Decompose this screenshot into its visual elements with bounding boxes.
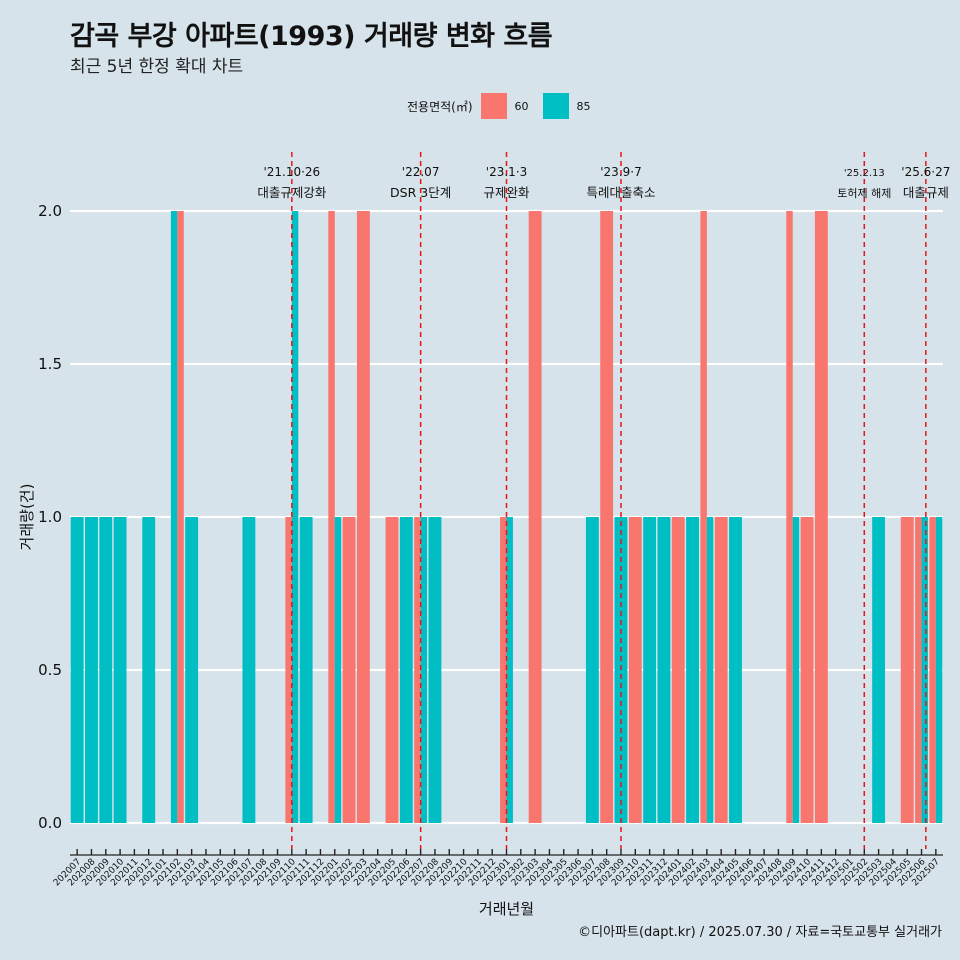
event-date: '25.6·27 <box>901 165 950 179</box>
bar-202111-85 <box>299 517 313 823</box>
bar-202009-85 <box>99 517 113 823</box>
bar-202110-60 <box>285 517 292 823</box>
bar-202103-85 <box>185 517 199 823</box>
bar-202506-85 <box>921 517 928 823</box>
source-caption: ©디아파트(dapt.kr) / 2025.07.30 / 자료=국토교통부 실… <box>578 925 942 940</box>
bar-202411-60 <box>814 211 828 823</box>
legend-label-85: 85 <box>576 99 591 113</box>
bar-202405-85 <box>729 517 742 823</box>
bar-202507-60 <box>929 517 936 823</box>
bar-202008-85 <box>85 517 98 823</box>
bar-202310-60 <box>628 517 642 823</box>
legend-item-60: 60 <box>480 93 537 119</box>
bar-202312-85 <box>657 517 671 823</box>
bar-202007-85 <box>70 517 84 823</box>
legend-swatch-85 <box>542 93 569 119</box>
bar-202206-85 <box>399 517 413 823</box>
y-tick-label: 1.0 <box>38 508 62 526</box>
bar-202409-85 <box>792 517 800 823</box>
event-date: '25.2.13 <box>844 168 885 179</box>
y-tick-label: 1.5 <box>38 355 62 373</box>
chart-subtitle: 최근 5년 한정 확대 차트 <box>70 57 244 77</box>
bar-202205-60 <box>385 517 399 823</box>
bar-202307-85 <box>585 517 599 823</box>
event-label: 대출규제 <box>903 185 949 200</box>
y-tick-label: 0.5 <box>38 661 62 679</box>
bar-202402-85 <box>686 517 699 823</box>
bar-202404-60 <box>714 517 728 823</box>
bar-202107-85 <box>242 517 256 823</box>
event-date: '23.9·7 <box>600 165 641 179</box>
bar-202410-60 <box>800 517 814 823</box>
event-date: '22.07 <box>402 165 440 179</box>
bar-202201-60 <box>328 211 335 823</box>
bar-202208-85 <box>428 517 442 823</box>
bar-202207-85 <box>420 517 428 823</box>
bar-202102-60 <box>177 211 184 823</box>
bar-202110-85 <box>291 211 299 823</box>
event-date: '23.1·3 <box>486 165 527 179</box>
bar-202301-60 <box>500 517 507 823</box>
chart-title: 감곡 부강 아파트(1993) 거래량 변화 흐름 <box>70 21 553 52</box>
y-tick-label: 2.0 <box>38 202 62 220</box>
bar-202012-85 <box>142 517 156 823</box>
bar-202503-85 <box>872 517 886 823</box>
bar-202303-60 <box>528 211 542 823</box>
bar-202505-60 <box>900 517 914 823</box>
bar-202311-85 <box>643 517 657 823</box>
event-label: 대출규제강화 <box>257 185 327 200</box>
event-date: '21.10·26 <box>263 165 320 179</box>
bar-202202-60 <box>342 517 356 823</box>
legend: 전용면적(㎡) 60 85 <box>407 93 605 119</box>
legend-label-60: 60 <box>514 99 529 113</box>
bar-202301-85 <box>506 517 513 823</box>
legend-title: 전용면적(㎡) <box>407 99 473 114</box>
bar-202203-60 <box>356 211 370 823</box>
bar-202201-85 <box>334 517 342 823</box>
bar-202403-60 <box>700 211 707 823</box>
bar-202403-85 <box>706 517 714 823</box>
bar-202010-85 <box>113 517 127 823</box>
y-axis-title: 거래량(건) <box>18 484 36 551</box>
legend-swatch-60 <box>480 93 507 119</box>
bar-202506-60 <box>915 517 922 823</box>
bar-202102-85 <box>170 211 178 823</box>
event-label: 토허제 해제 <box>837 186 891 200</box>
legend-item-85: 85 <box>542 93 599 119</box>
bar-202401-60 <box>671 517 685 823</box>
event-label: 특례대출축소 <box>586 185 655 200</box>
y-tick-label: 0.0 <box>38 814 62 832</box>
bar-202409-60 <box>786 211 793 823</box>
bar-202207-60 <box>414 517 421 823</box>
event-label: 규제완화 <box>483 185 530 200</box>
event-label: DSR 3단계 <box>390 185 451 200</box>
bar-202507-85 <box>935 517 943 823</box>
x-axis-title: 거래년월 <box>479 900 534 918</box>
bar-202308-60 <box>600 211 614 823</box>
